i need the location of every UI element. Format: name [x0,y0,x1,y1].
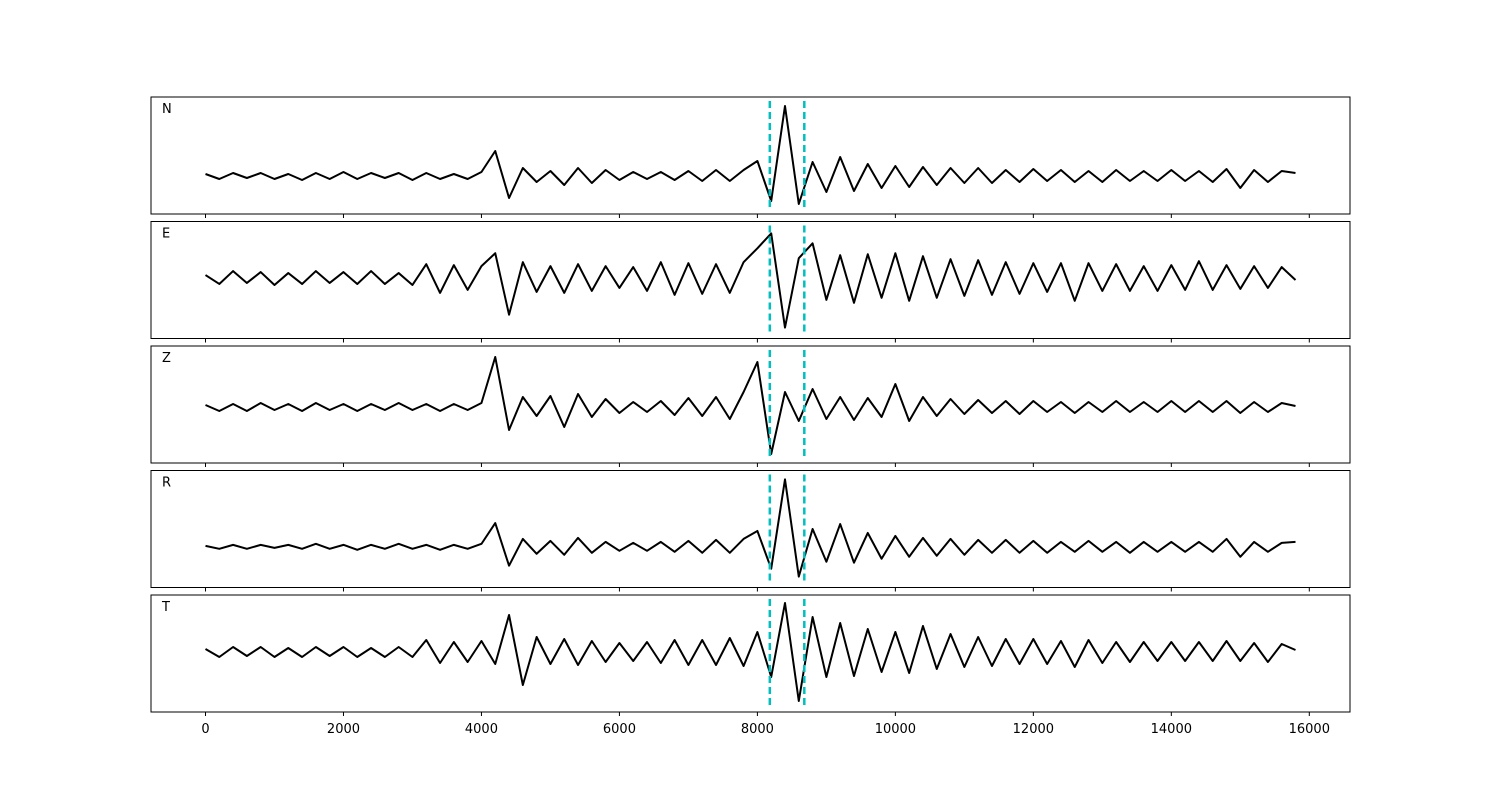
x-tick-label: 2000 [327,722,360,737]
panel-frame [150,96,1351,215]
panel-frame [150,594,1351,713]
x-tick-label: 4000 [465,722,498,737]
panel-frame [150,221,1351,339]
panel-label: R [162,476,171,491]
panel-frame [150,345,1351,464]
panel-frame [150,470,1351,588]
panel-label: T [161,600,170,615]
x-tick-label: 12000 [1013,722,1054,737]
trace [205,356,1296,455]
panel-label: E [162,227,170,242]
x-tick-label: 8000 [741,722,774,737]
trace [205,478,1296,578]
panel-label: N [162,102,172,117]
x-tick-label: 6000 [603,722,636,737]
trace [204,602,1296,702]
panel-label: Z [162,351,171,366]
trace [205,105,1296,205]
trace [204,232,1297,329]
x-tick-label: 16000 [1289,722,1330,737]
x-tick-label: 10000 [875,722,916,737]
x-tick-label: 0 [201,722,209,737]
x-tick-label: 14000 [1151,722,1192,737]
